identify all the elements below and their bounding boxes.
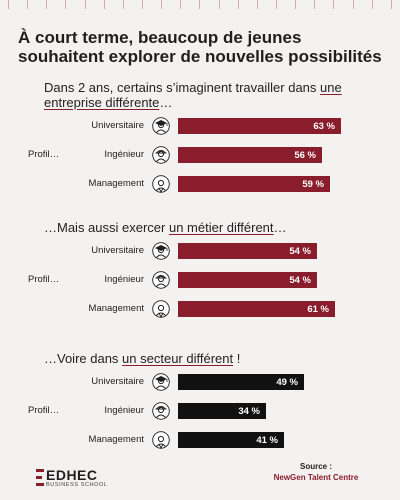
- bar-value-label: 59 %: [302, 178, 324, 190]
- headline-line-1: À court terme, beaucoup de jeunes: [18, 28, 302, 47]
- source-label: Source :: [299, 462, 332, 471]
- category-label-management: Management: [88, 303, 144, 314]
- section-title-prefix: …Voire dans: [44, 351, 123, 366]
- headline: À court terme, beaucoup de jeunes souhai…: [18, 28, 388, 66]
- bar-management: 59 %: [178, 176, 330, 192]
- bar-value-label: 41 %: [256, 434, 278, 446]
- logo-name: EDHEC: [46, 466, 98, 483]
- group-label-profil: Profil…: [28, 405, 60, 416]
- bar-value-label: 49 %: [276, 376, 298, 388]
- section-title-suffix: !: [233, 351, 241, 366]
- bar-universitaire: 49 %: [178, 374, 304, 390]
- section-title-3: …Voire dans un secteur différent !: [44, 351, 364, 366]
- manager-icon: [152, 300, 170, 319]
- bar-universitaire: 54 %: [178, 243, 317, 259]
- graduate-icon: [152, 373, 170, 391]
- headline-line-2: souhaitent explorer de nouvelles possibi…: [18, 47, 382, 66]
- graduate-icon: [152, 117, 170, 135]
- category-label-ingénieur: Ingénieur: [104, 405, 144, 416]
- bar-value-label: 54 %: [289, 245, 311, 257]
- bar-management: 41 %: [178, 432, 284, 448]
- category-label-universitaire: Universitaire: [91, 245, 144, 256]
- bar-ingénieur: 56 %: [178, 147, 322, 163]
- bar-value-label: 61 %: [307, 303, 329, 315]
- section-title-2: …Mais aussi exercer un métier différent…: [44, 220, 364, 235]
- edhec-logo-mark-icon: [36, 469, 44, 486]
- bar-value-label: 54 %: [289, 274, 311, 286]
- engineer-icon: [152, 402, 170, 420]
- bar-management: 61 %: [178, 301, 335, 317]
- section-title-emphasis: un métier différent: [168, 220, 274, 235]
- graduate-icon: [152, 242, 170, 260]
- category-label-universitaire: Universitaire: [91, 376, 144, 387]
- manager-icon: [152, 175, 170, 194]
- section-title-emphasis: un secteur différent: [122, 351, 234, 366]
- top-decorative-strip: [0, 0, 400, 18]
- bar-universitaire: 63 %: [178, 118, 341, 134]
- category-label-ingénieur: Ingénieur: [104, 274, 144, 285]
- section-title-emphasis: une entreprise différente: [44, 80, 342, 110]
- bar-ingénieur: 34 %: [178, 403, 266, 419]
- section-title-prefix: Dans 2 ans, certains s’imaginent travail…: [44, 80, 321, 95]
- engineer-icon: [152, 146, 170, 164]
- section-title-prefix: …Mais aussi exercer: [44, 220, 169, 235]
- category-label-management: Management: [88, 434, 144, 445]
- bar-value-label: 56 %: [294, 149, 316, 161]
- edhec-logo: EDHEC BUSINESS SCHOOL: [36, 467, 108, 489]
- engineer-icon: [152, 271, 170, 289]
- bar-value-label: 34 %: [238, 405, 260, 417]
- manager-icon: [152, 431, 170, 450]
- category-label-universitaire: Universitaire: [91, 120, 144, 131]
- bar-ingénieur: 54 %: [178, 272, 317, 288]
- group-label-profil: Profil…: [28, 149, 60, 160]
- category-label-ingénieur: Ingénieur: [104, 149, 144, 160]
- section-title-suffix: …: [159, 95, 173, 110]
- group-label-profil: Profil…: [28, 274, 60, 285]
- bar-value-label: 63 %: [313, 120, 335, 132]
- logo-subtitle: BUSINESS SCHOOL: [46, 481, 108, 488]
- source-value: NewGen Talent Centre: [273, 473, 359, 482]
- section-title-1: Dans 2 ans, certains s’imaginent travail…: [44, 80, 364, 110]
- section-title-suffix: …: [273, 220, 287, 235]
- category-label-management: Management: [88, 178, 144, 189]
